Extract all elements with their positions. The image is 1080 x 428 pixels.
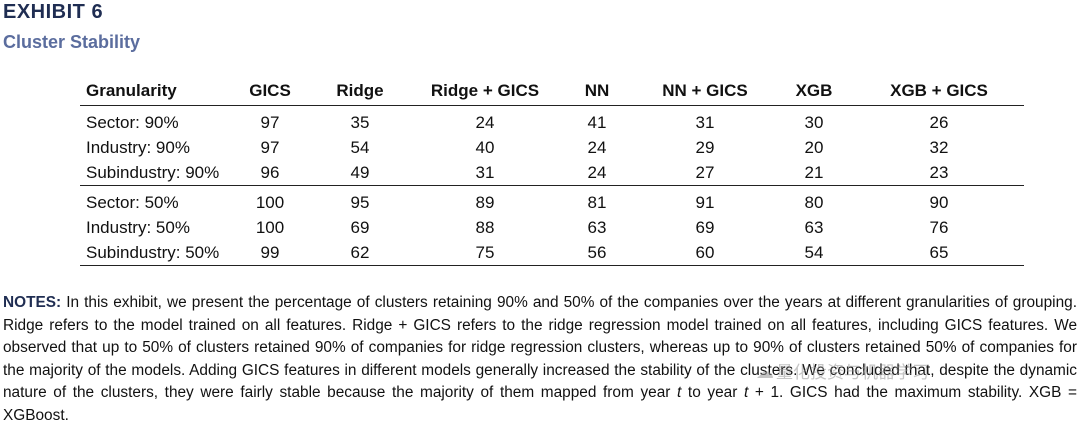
table-row: Subindustry: 90% 96 49 31 24 27 21 23 <box>80 160 1024 186</box>
cell-granularity: Industry: 90% <box>86 137 190 157</box>
notes-text: In this exhibit, we present the percenta… <box>3 294 1077 402</box>
cell-value: 54 <box>774 240 854 266</box>
header-xgb: XGB <box>774 76 854 106</box>
exhibit-label: EXHIBIT 6 <box>3 1 104 23</box>
cell-granularity: Sector: 50% <box>86 192 179 212</box>
cell-value: 40 <box>475 137 495 157</box>
table-header-row: Granularity GICS Ridge Ridge + GICS NN N… <box>80 76 1024 106</box>
cell-value: 97 <box>260 112 280 132</box>
watermark-text: 量化投资与机器学习 <box>776 363 929 382</box>
table-row: Sector: 90% 97 35 24 41 31 30 26 <box>80 106 1024 136</box>
cell-value: 24 <box>558 160 636 186</box>
cell-value: 76 <box>929 217 949 237</box>
cell-value: 63 <box>587 217 607 237</box>
header-gics: GICS <box>232 76 308 106</box>
notes-label: NOTES: <box>3 294 62 311</box>
header-ridge: Ridge <box>308 76 412 106</box>
cell-value: 99 <box>232 240 308 266</box>
cell-value: 54 <box>350 137 370 157</box>
cell-value: 29 <box>695 137 715 157</box>
cell-value: 95 <box>350 192 370 212</box>
cell-value: 96 <box>232 160 308 186</box>
cell-value: 91 <box>695 192 715 212</box>
exhibit-title: Cluster Stability <box>3 32 141 52</box>
cell-value: 90 <box>929 192 949 212</box>
cell-value: 32 <box>929 137 949 157</box>
cell-value: 88 <box>475 217 495 237</box>
cell-value: 81 <box>587 192 607 212</box>
cell-granularity: Subindustry: 90% <box>80 160 232 186</box>
cell-value: 31 <box>695 112 715 132</box>
cell-value: 30 <box>804 112 824 132</box>
cell-value: 20 <box>804 137 824 157</box>
cell-value: 24 <box>587 137 607 157</box>
cell-value: 75 <box>412 240 558 266</box>
exhibit-notes: NOTES: In this exhibit, we present the p… <box>3 292 1077 428</box>
cell-value: 31 <box>412 160 558 186</box>
cell-value: 49 <box>308 160 412 186</box>
header-xgb-gics: XGB + GICS <box>854 76 1024 106</box>
cell-value: 63 <box>804 217 824 237</box>
header-ridge-gics: Ridge + GICS <box>412 76 558 106</box>
cell-value: 35 <box>350 112 370 132</box>
cell-granularity: Sector: 90% <box>86 112 179 132</box>
notes-text: + 1. GICS had the maximum stability. XGB… <box>3 384 1078 424</box>
notes-variable: t <box>677 384 682 402</box>
cell-value: 100 <box>255 192 285 212</box>
cell-value: 97 <box>260 137 280 157</box>
header-nn: NN <box>558 76 636 106</box>
cell-value: 26 <box>929 112 949 132</box>
notes-text: to year <box>681 384 744 402</box>
table-row: Industry: 50% 100 69 88 63 69 63 76 <box>80 215 1024 240</box>
cell-value: 62 <box>308 240 412 266</box>
cell-value: 100 <box>255 217 285 237</box>
cell-granularity: Subindustry: 50% <box>80 240 232 266</box>
cell-value: 69 <box>695 217 715 237</box>
cell-value: 27 <box>636 160 774 186</box>
cell-value: 65 <box>854 240 1024 266</box>
cell-value: 69 <box>350 217 370 237</box>
cell-value: 56 <box>558 240 636 266</box>
table-row: Subindustry: 50% 99 62 75 56 60 54 65 <box>80 240 1024 266</box>
cell-value: 89 <box>475 192 495 212</box>
cell-value: 41 <box>587 112 607 132</box>
cell-value: 21 <box>774 160 854 186</box>
wechat-icon: ☁ <box>756 362 774 382</box>
header-nn-gics: NN + GICS <box>636 76 774 106</box>
cell-value: 80 <box>804 192 824 212</box>
watermark: ☁ 量化投资与机器学习 <box>756 358 929 383</box>
table-row: Sector: 50% 100 95 89 81 91 80 90 <box>80 186 1024 216</box>
cell-value: 60 <box>636 240 774 266</box>
table-row: Industry: 90% 97 54 40 24 29 20 32 <box>80 135 1024 160</box>
notes-variable: t <box>743 384 749 402</box>
header-granularity: Granularity <box>80 76 232 106</box>
cell-value: 23 <box>854 160 1024 186</box>
cluster-stability-table: Granularity GICS Ridge Ridge + GICS NN N… <box>80 76 1024 266</box>
cell-value: 24 <box>475 112 495 132</box>
cell-granularity: Industry: 50% <box>86 217 190 237</box>
